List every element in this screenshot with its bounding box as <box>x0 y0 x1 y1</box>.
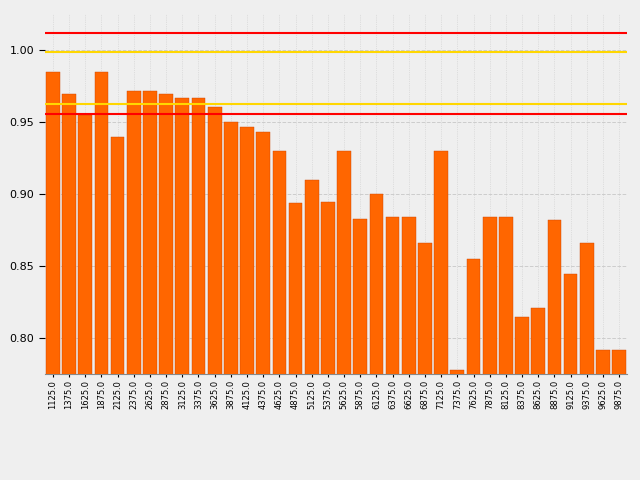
Bar <box>564 274 577 480</box>
Bar <box>95 72 108 480</box>
Bar <box>369 194 383 480</box>
Bar <box>175 98 189 480</box>
Bar <box>191 98 205 480</box>
Bar <box>402 217 415 480</box>
Bar <box>143 91 157 480</box>
Bar <box>531 308 545 480</box>
Bar <box>273 151 286 480</box>
Bar <box>111 137 124 480</box>
Bar <box>46 72 60 480</box>
Bar <box>580 243 594 480</box>
Bar <box>515 317 529 480</box>
Bar <box>127 91 141 480</box>
Bar <box>62 94 76 480</box>
Bar <box>435 151 448 480</box>
Bar <box>159 94 173 480</box>
Bar <box>418 243 432 480</box>
Bar <box>240 127 254 480</box>
Bar <box>483 217 497 480</box>
Bar <box>612 350 626 480</box>
Bar <box>451 370 464 480</box>
Bar <box>596 350 610 480</box>
Bar <box>289 203 303 480</box>
Bar <box>467 259 481 480</box>
Bar <box>337 151 351 480</box>
Bar <box>499 217 513 480</box>
Bar <box>78 115 92 480</box>
Bar <box>321 202 335 480</box>
Bar <box>305 180 319 480</box>
Bar <box>386 217 399 480</box>
Bar <box>548 220 561 480</box>
Bar <box>224 122 237 480</box>
Bar <box>353 219 367 480</box>
Bar <box>257 132 270 480</box>
Bar <box>208 107 221 480</box>
